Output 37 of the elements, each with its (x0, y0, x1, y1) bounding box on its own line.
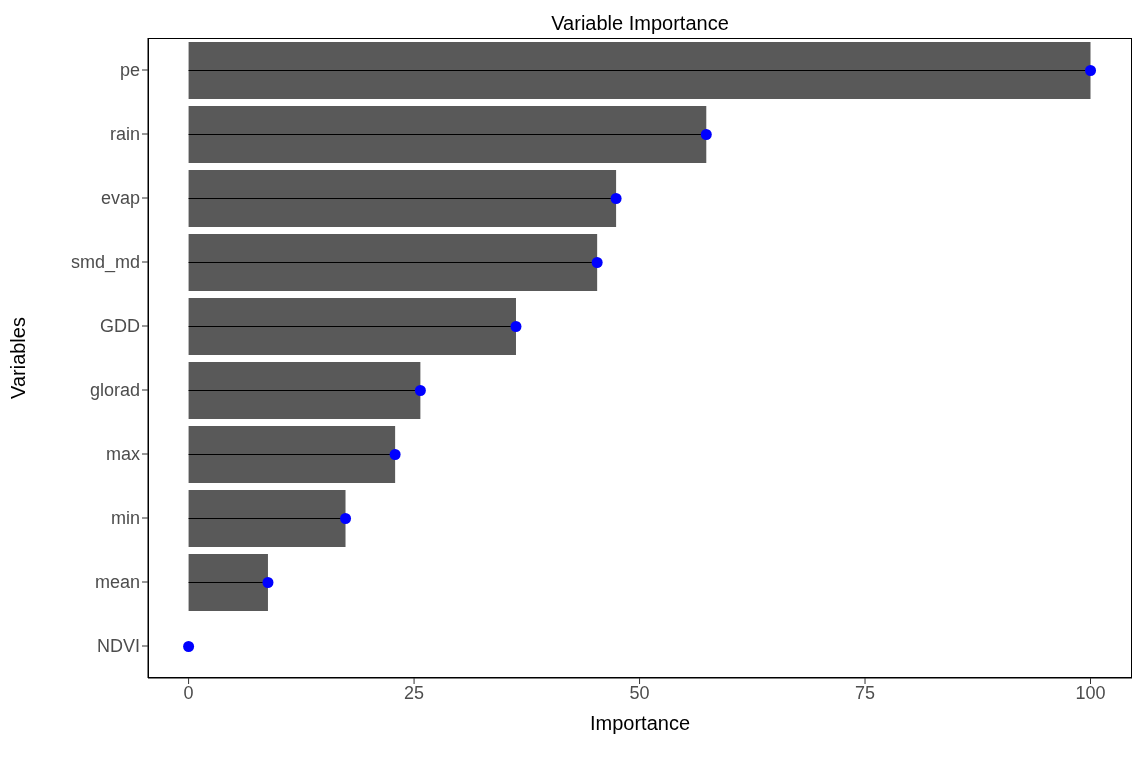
x-tick-label: 100 (1075, 682, 1106, 703)
point (591, 257, 603, 268)
bar (188, 554, 268, 611)
point (183, 641, 195, 652)
point (700, 129, 712, 140)
point (340, 513, 352, 524)
x-axis-title: Importance (589, 712, 691, 734)
x-tick-label: 50 (629, 682, 650, 703)
bar (188, 234, 598, 291)
point (510, 321, 522, 332)
y-tick-label: rain (109, 124, 140, 145)
point (610, 193, 622, 204)
x-tick-label: 75 (855, 682, 876, 703)
y-tick-label: glorad (89, 380, 140, 401)
bar (188, 106, 707, 163)
y-tick-label: GDD (100, 316, 140, 337)
y-tick-label: mean (94, 572, 140, 593)
y-tick-label: smd_md (70, 252, 140, 274)
point (414, 385, 426, 396)
y-tick-label: NDVI (96, 636, 140, 657)
point (389, 449, 401, 460)
bar (188, 362, 421, 419)
y-axis-title: Variables (7, 317, 30, 399)
y-tick-label: min (110, 508, 140, 529)
point (262, 577, 274, 588)
y-tick-label: max (105, 444, 140, 465)
bar (188, 42, 1091, 99)
x-tick-label: 0 (183, 682, 194, 703)
bar (188, 490, 346, 547)
y-tick-label: evap (100, 188, 140, 209)
y-tick-label: pe (119, 60, 140, 81)
bar (188, 298, 516, 355)
point (1085, 65, 1097, 76)
chart-title: Variable Importance (550, 12, 730, 35)
x-tick-label: 25 (404, 682, 425, 703)
bar (188, 426, 396, 483)
bar (188, 170, 617, 227)
